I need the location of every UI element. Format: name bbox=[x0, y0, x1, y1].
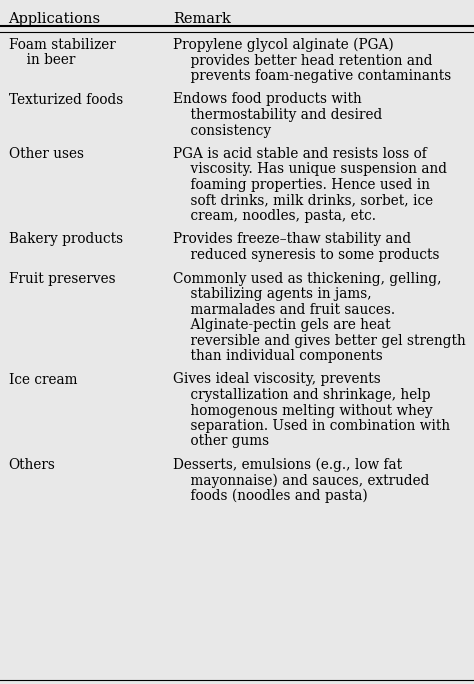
Text: Foam stabilizer: Foam stabilizer bbox=[9, 38, 115, 52]
Text: reversible and gives better gel strength: reversible and gives better gel strength bbox=[173, 334, 466, 347]
Text: Commonly used as thickening, gelling,: Commonly used as thickening, gelling, bbox=[173, 272, 441, 285]
Text: Texturized foods: Texturized foods bbox=[9, 92, 123, 107]
Text: Endows food products with: Endows food products with bbox=[173, 92, 362, 107]
Text: cream, noodles, pasta, etc.: cream, noodles, pasta, etc. bbox=[173, 209, 376, 223]
Text: PGA is acid stable and resists loss of: PGA is acid stable and resists loss of bbox=[173, 147, 427, 161]
Text: soft drinks, milk drinks, sorbet, ice: soft drinks, milk drinks, sorbet, ice bbox=[173, 194, 433, 207]
Text: Others: Others bbox=[9, 458, 55, 472]
Text: Gives ideal viscosity, prevents: Gives ideal viscosity, prevents bbox=[173, 373, 381, 386]
Text: provides better head retention and: provides better head retention and bbox=[173, 53, 432, 68]
Text: mayonnaise) and sauces, extruded: mayonnaise) and sauces, extruded bbox=[173, 473, 429, 488]
Text: foaming properties. Hence used in: foaming properties. Hence used in bbox=[173, 178, 430, 192]
Text: stabilizing agents in jams,: stabilizing agents in jams, bbox=[173, 287, 372, 301]
Text: Bakery products: Bakery products bbox=[9, 233, 123, 246]
Text: Alginate-pectin gels are heat: Alginate-pectin gels are heat bbox=[173, 318, 391, 332]
Text: Remark: Remark bbox=[173, 12, 231, 26]
Text: thermostability and desired: thermostability and desired bbox=[173, 108, 382, 122]
Text: other gums: other gums bbox=[173, 434, 269, 449]
Text: Provides freeze–thaw stability and: Provides freeze–thaw stability and bbox=[173, 233, 411, 246]
Text: Other uses: Other uses bbox=[9, 147, 83, 161]
Text: Applications: Applications bbox=[9, 12, 100, 26]
Text: Desserts, emulsions (e.g., low fat: Desserts, emulsions (e.g., low fat bbox=[173, 458, 402, 473]
Text: prevents foam-negative contaminants: prevents foam-negative contaminants bbox=[173, 69, 451, 83]
Text: reduced syneresis to some products: reduced syneresis to some products bbox=[173, 248, 439, 262]
Text: Ice cream: Ice cream bbox=[9, 373, 77, 386]
Text: Propylene glycol alginate (PGA): Propylene glycol alginate (PGA) bbox=[173, 38, 394, 53]
Text: crystallization and shrinkage, help: crystallization and shrinkage, help bbox=[173, 388, 430, 402]
Text: consistency: consistency bbox=[173, 124, 271, 137]
Text: than individual components: than individual components bbox=[173, 349, 383, 363]
Text: separation. Used in combination with: separation. Used in combination with bbox=[173, 419, 450, 433]
Text: marmalades and fruit sauces.: marmalades and fruit sauces. bbox=[173, 302, 395, 317]
Text: Fruit preserves: Fruit preserves bbox=[9, 272, 115, 285]
Text: in beer: in beer bbox=[9, 53, 75, 68]
Text: viscosity. Has unique suspension and: viscosity. Has unique suspension and bbox=[173, 163, 447, 176]
Text: homogenous melting without whey: homogenous melting without whey bbox=[173, 404, 433, 417]
Text: foods (noodles and pasta): foods (noodles and pasta) bbox=[173, 489, 368, 503]
